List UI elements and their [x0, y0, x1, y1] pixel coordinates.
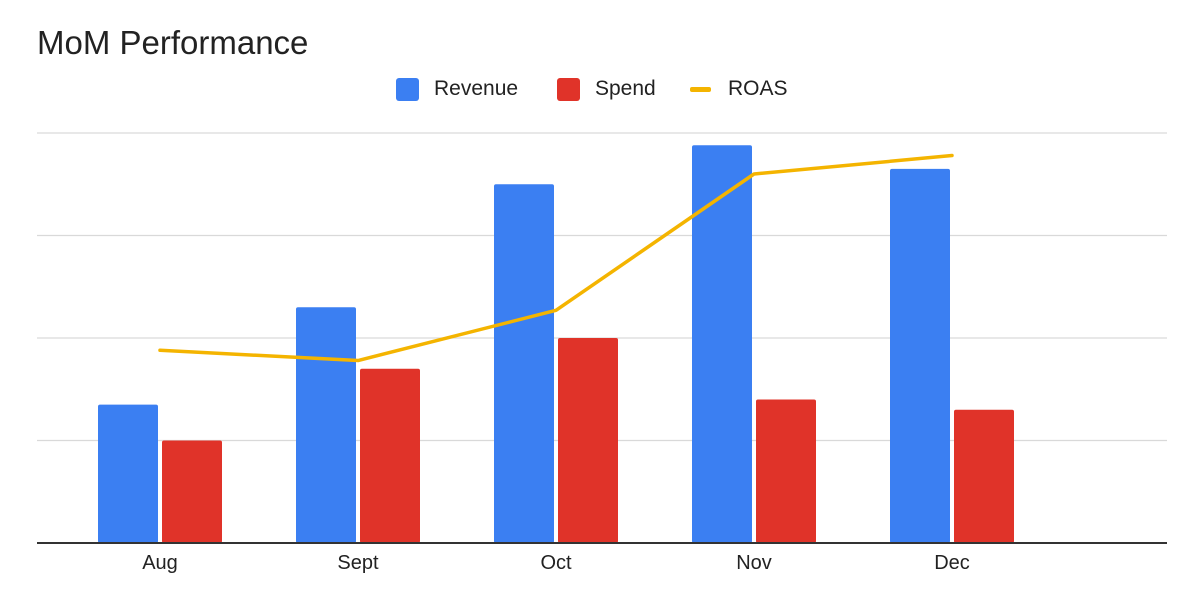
bar-spend-oct [558, 338, 618, 543]
x-tick-label-aug: Aug [142, 552, 178, 574]
x-tick-label-nov: Nov [736, 552, 772, 574]
bar-revenue-aug [98, 404, 158, 543]
x-tick-label-dec: Dec [934, 552, 970, 574]
bar-spend-sept [360, 368, 420, 543]
revenue-swatch [396, 77, 419, 101]
bar-spend-dec [954, 409, 1014, 543]
bar-revenue-oct [494, 184, 554, 543]
line-roas [158, 153, 954, 363]
bar-revenue-dec [890, 168, 950, 543]
spend-swatch [557, 77, 580, 101]
roas-line-swatch [690, 86, 711, 92]
bar-revenue-nov [692, 145, 752, 544]
legend-item-spend[interactable]: Spend [557, 72, 656, 106]
chart-legend: Revenue Spend ROAS [0, 72, 1200, 106]
x-tick-label-sept: Sept [337, 552, 379, 574]
bar-spend-nov [756, 399, 816, 543]
legend-label-revenue: Revenue [434, 77, 519, 100]
x-tick-label-oct: Oct [540, 552, 572, 574]
bar-revenue-sept [296, 307, 356, 543]
legend-label-roas: ROAS [728, 77, 788, 100]
legend-label-spend: Spend [595, 77, 656, 100]
legend-item-revenue[interactable]: Revenue [396, 72, 518, 106]
chart-title: MoM Performance [37, 24, 309, 61]
bar-spend-aug [162, 440, 222, 543]
legend-item-roas[interactable]: ROAS [690, 72, 788, 106]
